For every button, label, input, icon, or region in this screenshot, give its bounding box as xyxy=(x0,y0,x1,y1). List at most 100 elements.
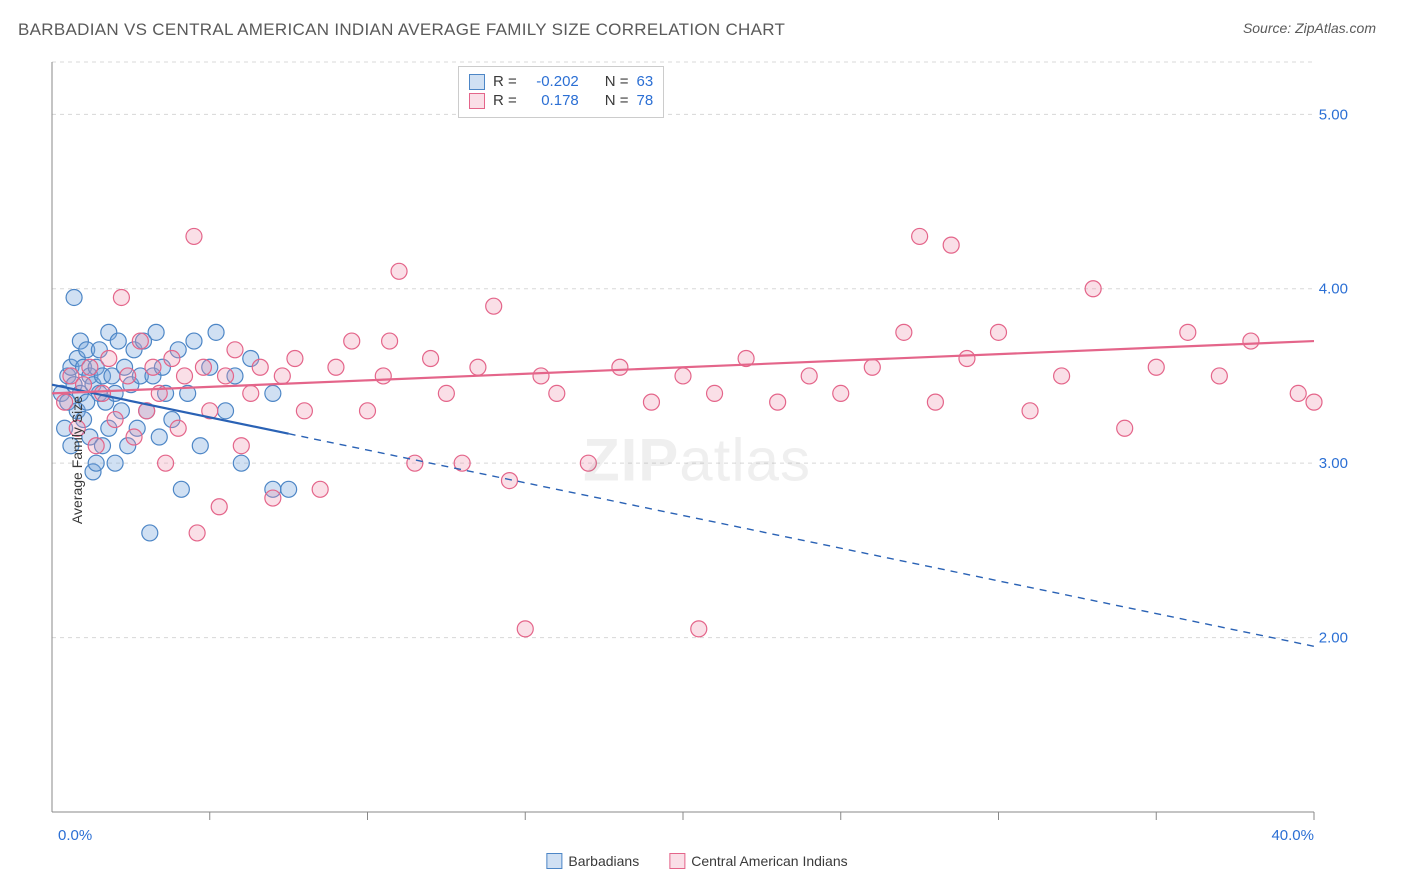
legend: Barbadians Central American Indians xyxy=(546,853,847,869)
data-point xyxy=(173,481,189,497)
data-point xyxy=(218,403,234,419)
svg-text:5.00: 5.00 xyxy=(1319,106,1348,123)
data-point xyxy=(991,324,1007,340)
data-point xyxy=(344,333,360,349)
chart-area: Average Family Size 2.00 3.00 4.00 5.00 0.0%… xyxy=(18,52,1376,867)
data-point xyxy=(770,394,786,410)
data-point xyxy=(66,289,82,305)
y-axis-label: Average Family Size xyxy=(69,395,85,523)
data-point xyxy=(1290,385,1306,401)
svg-text:0.0%: 0.0% xyxy=(58,827,92,844)
data-point xyxy=(312,481,328,497)
svg-text:2.00: 2.00 xyxy=(1319,630,1348,647)
data-point xyxy=(533,368,549,384)
data-point xyxy=(88,455,104,471)
chart-source: Source: ZipAtlas.com xyxy=(1243,20,1376,36)
data-point xyxy=(896,324,912,340)
data-point xyxy=(1148,359,1164,375)
data-point xyxy=(120,368,136,384)
data-point xyxy=(407,455,423,471)
data-point xyxy=(243,385,259,401)
data-point xyxy=(148,324,164,340)
data-point xyxy=(360,403,376,419)
data-point xyxy=(470,359,486,375)
data-point xyxy=(265,385,281,401)
data-point xyxy=(675,368,691,384)
data-point xyxy=(110,333,126,349)
data-point xyxy=(1306,394,1322,410)
data-point xyxy=(833,385,849,401)
data-point xyxy=(88,438,104,454)
data-point xyxy=(126,429,142,445)
data-point xyxy=(227,342,243,358)
data-point xyxy=(101,351,117,367)
data-point xyxy=(382,333,398,349)
legend-item: Barbadians xyxy=(546,853,639,869)
data-point xyxy=(189,525,205,541)
legend-swatch xyxy=(469,93,485,109)
data-point xyxy=(486,298,502,314)
data-point xyxy=(1211,368,1227,384)
data-point xyxy=(707,385,723,401)
data-point xyxy=(158,455,174,471)
data-point xyxy=(328,359,344,375)
data-point xyxy=(211,499,227,515)
data-point xyxy=(274,368,290,384)
data-point xyxy=(643,394,659,410)
legend-swatch xyxy=(469,74,485,90)
svg-text:40.0%: 40.0% xyxy=(1271,827,1314,844)
data-point xyxy=(296,403,312,419)
data-point xyxy=(170,420,186,436)
data-point xyxy=(1085,281,1101,297)
data-point xyxy=(943,237,959,253)
legend-label: Barbadians xyxy=(568,853,639,869)
data-point xyxy=(192,438,208,454)
data-point xyxy=(113,289,129,305)
data-point xyxy=(233,438,249,454)
data-point xyxy=(132,333,148,349)
data-point xyxy=(233,455,249,471)
data-point xyxy=(912,228,928,244)
chart-title: BARBADIAN VS CENTRAL AMERICAN INDIAN AVE… xyxy=(18,20,785,40)
data-point xyxy=(142,525,158,541)
data-point xyxy=(501,473,517,489)
stats-box: R =-0.202 N =63 R =0.178 N =78 xyxy=(458,66,664,118)
data-point xyxy=(208,324,224,340)
data-point xyxy=(580,455,596,471)
legend-item: Central American Indians xyxy=(669,853,847,869)
data-point xyxy=(549,385,565,401)
data-point xyxy=(959,351,975,367)
data-point xyxy=(287,351,303,367)
data-point xyxy=(281,481,297,497)
scatter-chart: 2.00 3.00 4.00 5.00 0.0% 40.0% xyxy=(18,52,1348,852)
data-point xyxy=(691,621,707,637)
stats-row: R =-0.202 N =63 xyxy=(469,73,653,90)
svg-text:4.00: 4.00 xyxy=(1319,281,1348,298)
data-point xyxy=(186,333,202,349)
data-point xyxy=(612,359,628,375)
data-point xyxy=(107,412,123,428)
data-point xyxy=(186,228,202,244)
data-point xyxy=(1022,403,1038,419)
data-point xyxy=(265,490,281,506)
trend-line-dashed xyxy=(289,434,1314,647)
legend-swatch xyxy=(546,853,562,869)
data-point xyxy=(107,455,123,471)
data-point xyxy=(195,359,211,375)
data-point xyxy=(145,359,161,375)
svg-text:3.00: 3.00 xyxy=(1319,455,1348,472)
data-point xyxy=(517,621,533,637)
data-point xyxy=(391,263,407,279)
stats-row: R =0.178 N =78 xyxy=(469,92,653,109)
legend-label: Central American Indians xyxy=(691,853,847,869)
data-point xyxy=(252,359,268,375)
data-point xyxy=(177,368,193,384)
data-point xyxy=(1117,420,1133,436)
data-point xyxy=(151,429,167,445)
data-point xyxy=(423,351,439,367)
data-point xyxy=(1243,333,1259,349)
data-point xyxy=(927,394,943,410)
data-point xyxy=(375,368,391,384)
data-point xyxy=(864,359,880,375)
data-point xyxy=(438,385,454,401)
